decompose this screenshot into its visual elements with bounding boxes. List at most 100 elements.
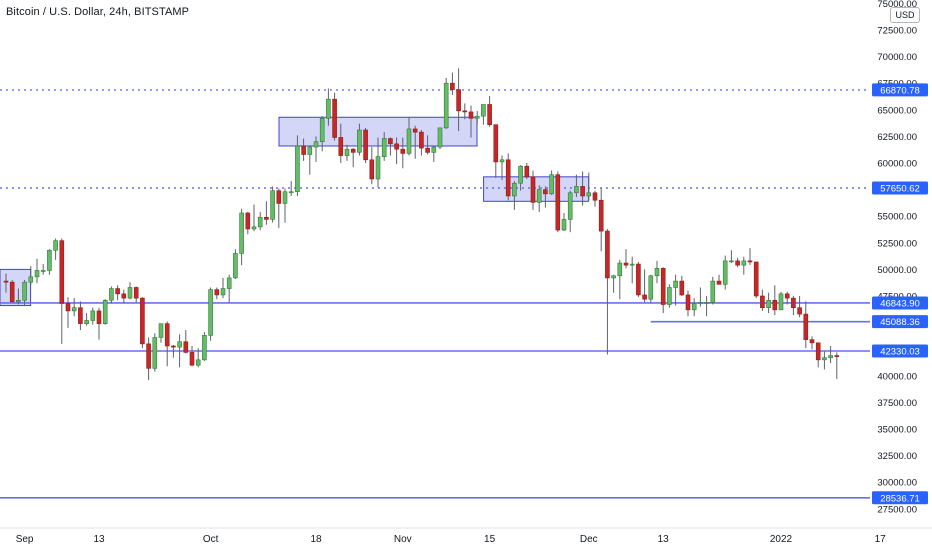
candle[interactable] (729, 250, 734, 264)
candle[interactable] (536, 185, 542, 212)
candle[interactable] (369, 147, 375, 185)
candle[interactable] (747, 248, 753, 266)
candle[interactable] (561, 213, 567, 232)
candle[interactable] (642, 269, 647, 303)
candle[interactable] (815, 342, 821, 368)
candle[interactable] (698, 287, 703, 307)
candle[interactable] (158, 323, 164, 343)
candle[interactable] (617, 259, 623, 300)
candle[interactable] (586, 172, 592, 201)
candle[interactable] (344, 144, 350, 161)
candle[interactable] (766, 292, 771, 314)
candle[interactable] (567, 190, 573, 233)
candle[interactable] (543, 186, 548, 208)
candle[interactable] (468, 105, 474, 138)
candle[interactable] (425, 135, 430, 155)
candle[interactable] (183, 330, 189, 354)
candle[interactable] (326, 88, 331, 126)
candle[interactable] (226, 274, 232, 303)
candle[interactable] (443, 77, 449, 129)
candle[interactable] (96, 307, 102, 340)
candle[interactable] (803, 301, 809, 349)
candle[interactable] (499, 155, 505, 181)
candle[interactable] (679, 275, 685, 296)
candle[interactable] (493, 124, 499, 178)
candle[interactable] (195, 348, 201, 368)
candle[interactable] (834, 352, 840, 379)
candle[interactable] (65, 297, 71, 328)
candle[interactable] (419, 130, 424, 156)
candle[interactable] (778, 291, 784, 311)
candle[interactable] (16, 288, 21, 305)
price-zone[interactable] (483, 176, 590, 202)
candle[interactable] (512, 181, 517, 210)
candle[interactable] (505, 153, 511, 201)
candle[interactable] (691, 298, 697, 317)
candle[interactable] (350, 148, 356, 168)
candle[interactable] (462, 103, 468, 120)
candle[interactable] (34, 258, 40, 284)
candle[interactable] (202, 332, 207, 361)
candle[interactable] (673, 274, 678, 306)
candle[interactable] (710, 276, 716, 305)
candle[interactable] (660, 267, 666, 314)
candle[interactable] (524, 163, 530, 179)
candle[interactable] (605, 228, 610, 355)
candle[interactable] (357, 123, 362, 156)
candle[interactable] (47, 249, 52, 275)
candle[interactable] (301, 138, 306, 161)
candle[interactable] (264, 201, 269, 225)
candle[interactable] (276, 188, 282, 228)
candle[interactable] (611, 274, 616, 293)
candle[interactable] (288, 181, 294, 196)
candle[interactable] (171, 344, 176, 358)
candle[interactable] (487, 95, 492, 127)
candle[interactable] (394, 137, 399, 165)
candle[interactable] (784, 291, 790, 305)
candle[interactable] (400, 137, 406, 169)
candle[interactable] (530, 170, 536, 210)
candle[interactable] (127, 282, 133, 300)
candle[interactable] (431, 145, 437, 162)
candle[interactable] (208, 287, 213, 341)
candle[interactable] (580, 171, 585, 206)
candle[interactable] (220, 277, 226, 299)
candle[interactable] (388, 137, 393, 156)
candle[interactable] (456, 68, 461, 132)
candle[interactable] (412, 125, 418, 159)
candle[interactable] (623, 249, 629, 269)
time-axis[interactable]: Sep 13 Oct 18 Nov 15 Dec 13 2022 17 (16, 534, 886, 545)
candle[interactable] (375, 137, 381, 188)
candle[interactable] (822, 351, 827, 370)
candle[interactable] (146, 337, 151, 381)
candle[interactable] (772, 285, 778, 316)
candle[interactable] (791, 296, 796, 316)
candle[interactable] (257, 211, 263, 231)
candle[interactable] (121, 289, 127, 304)
candle[interactable] (574, 174, 579, 198)
candle[interactable] (704, 296, 709, 317)
candle[interactable] (9, 280, 15, 303)
candle[interactable] (189, 346, 195, 367)
candle[interactable] (809, 336, 815, 350)
candle[interactable] (295, 135, 300, 196)
currency-button[interactable]: USD (890, 7, 920, 23)
candle[interactable] (214, 287, 220, 300)
candle[interactable] (245, 211, 251, 235)
candle[interactable] (555, 171, 561, 233)
candle[interactable] (233, 249, 238, 279)
candle[interactable] (28, 266, 34, 286)
candle[interactable] (735, 257, 740, 268)
candle[interactable] (71, 298, 77, 317)
candle[interactable] (282, 188, 288, 223)
candle[interactable] (722, 255, 728, 290)
candle[interactable] (828, 346, 833, 364)
candle[interactable] (549, 170, 554, 195)
candle[interactable] (437, 127, 443, 150)
candle[interactable] (3, 273, 9, 293)
candle[interactable] (592, 190, 598, 207)
candle[interactable] (307, 145, 313, 175)
candle[interactable] (133, 286, 139, 303)
